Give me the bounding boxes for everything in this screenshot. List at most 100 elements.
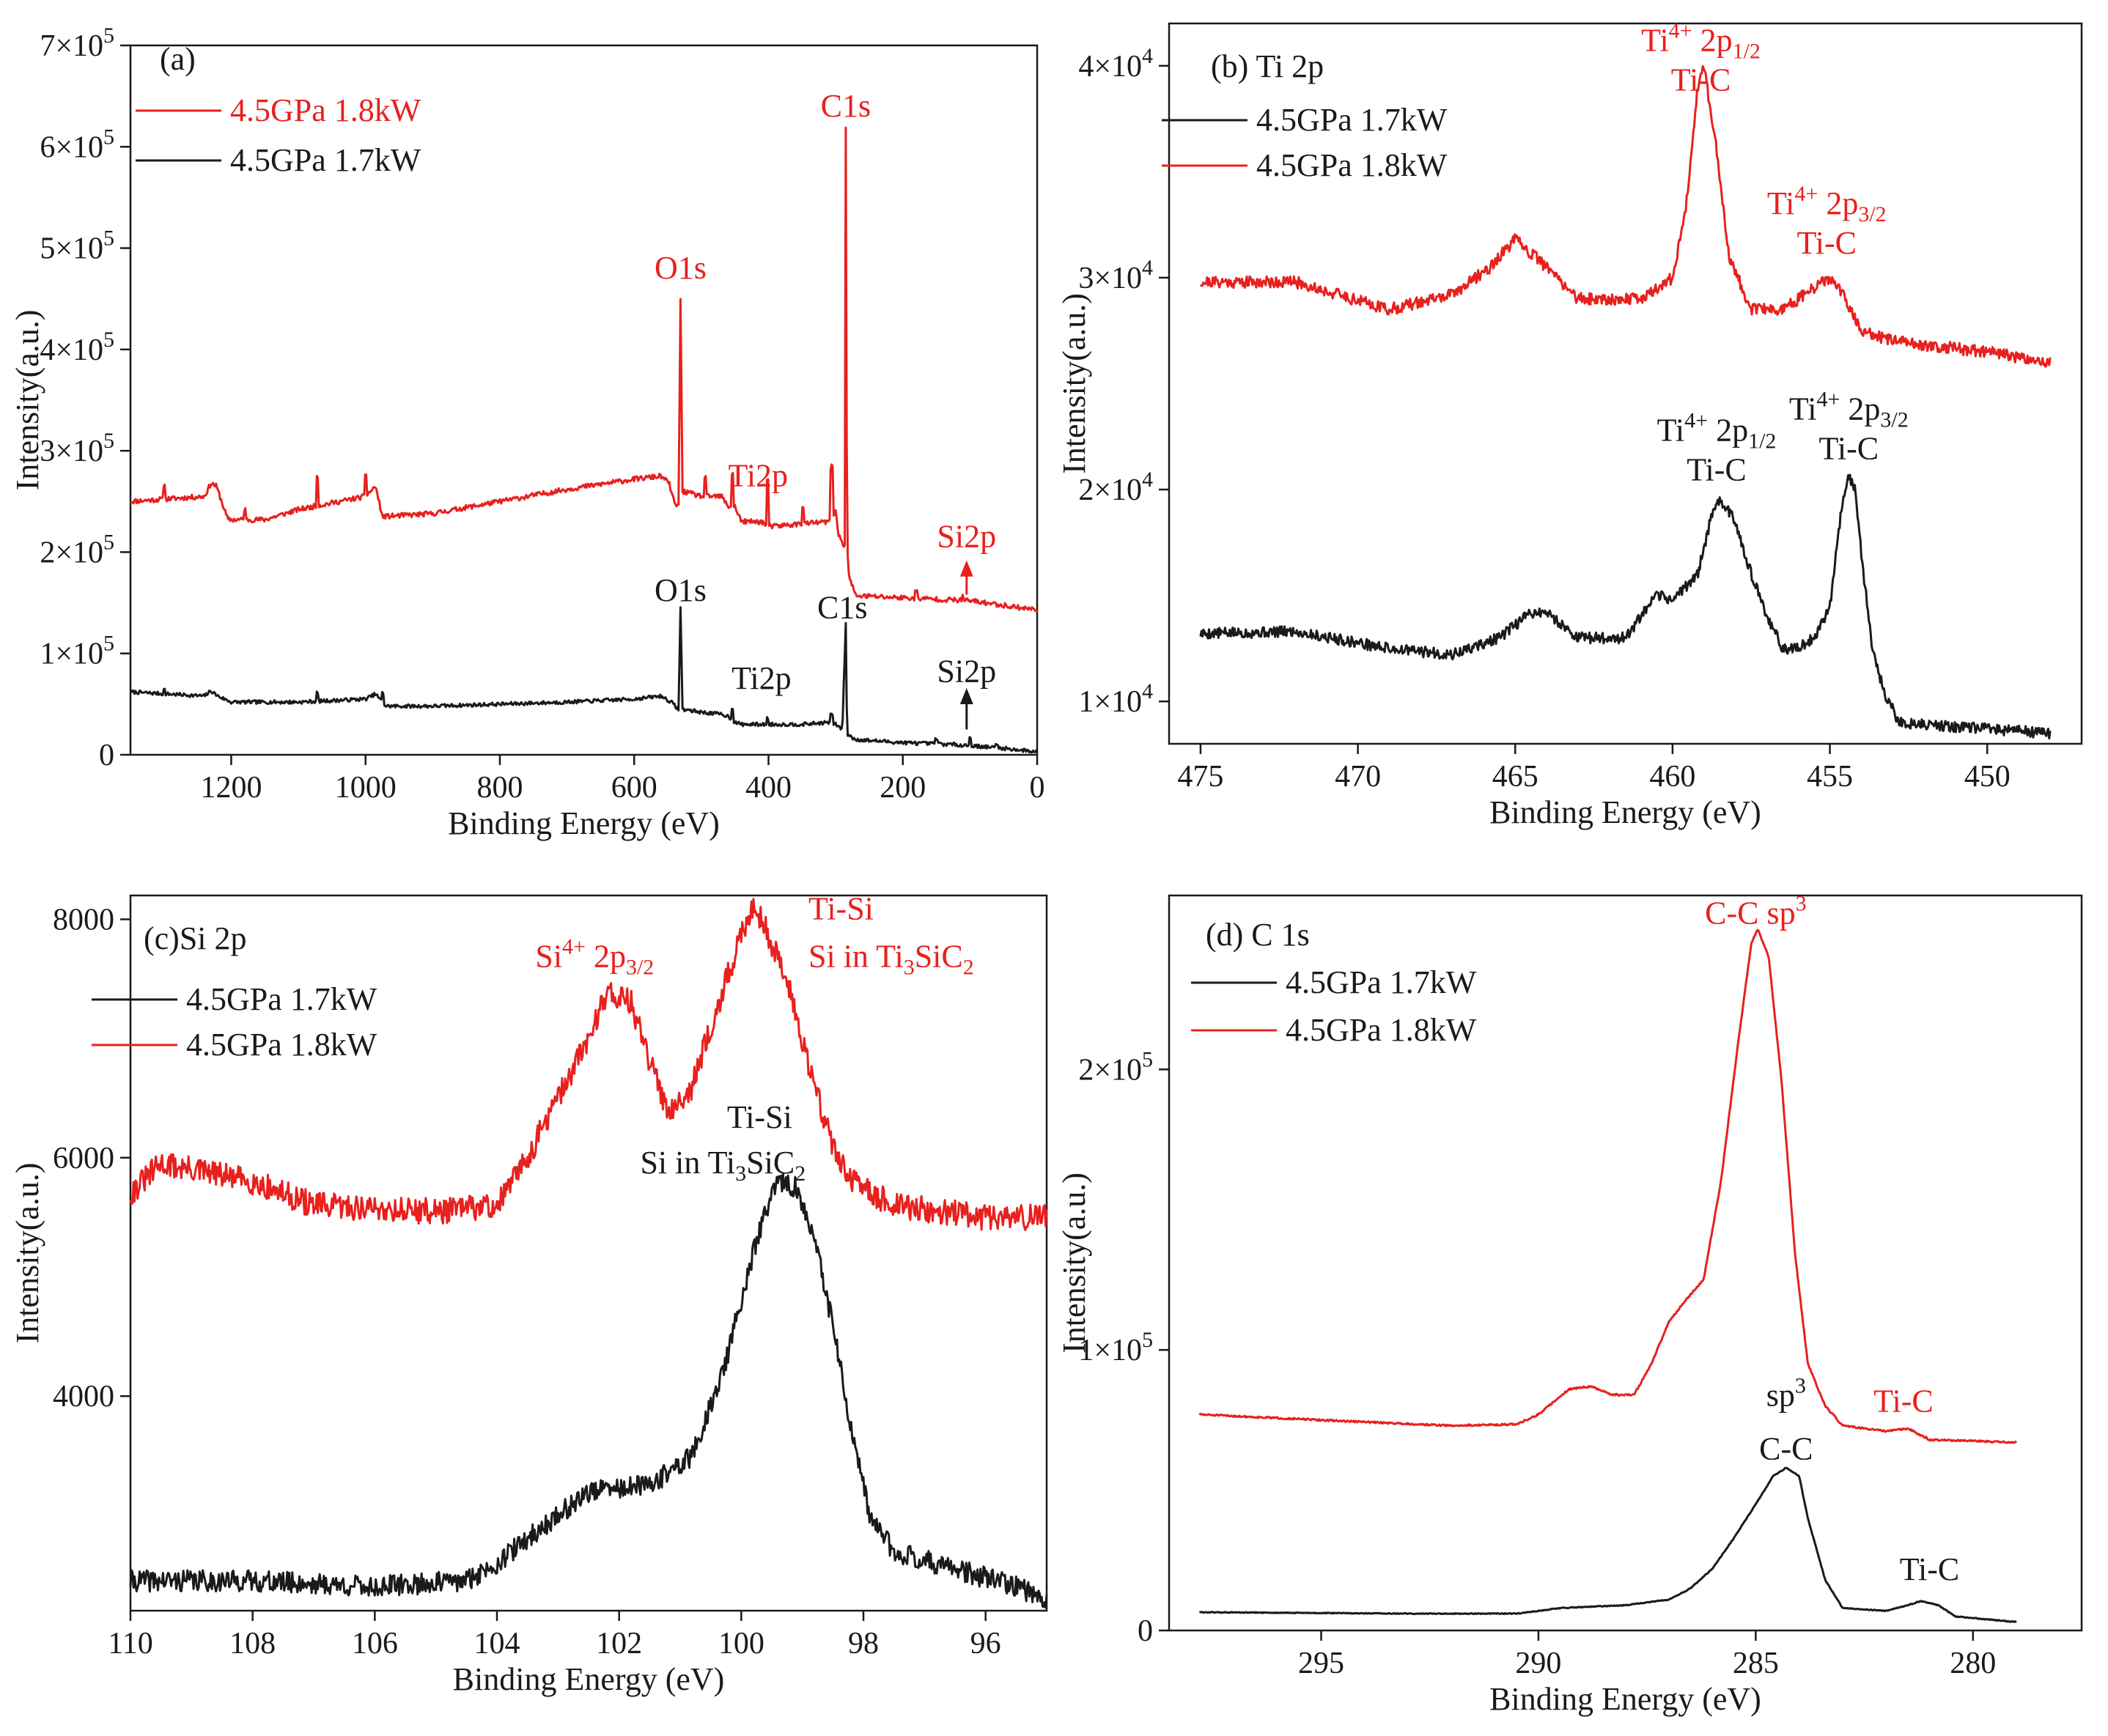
x-tick-label: 104 — [474, 1627, 520, 1661]
plot-frame — [1168, 22, 2083, 745]
peak-label: Ti2p — [731, 660, 792, 696]
y-tick-label: 0 — [1138, 1614, 1153, 1648]
x-tick-label: 295 — [1298, 1647, 1344, 1680]
y-axis-label: Intensity(a.u.) — [1056, 1172, 1092, 1353]
peak-label: Ti-Si — [808, 891, 874, 927]
y-tick-label: 2×105 — [40, 530, 114, 569]
plot-frame — [129, 44, 1039, 756]
peak-label: Ti2p — [729, 458, 789, 494]
y-tick-label: 2×104 — [1078, 468, 1153, 507]
peak-label: Ti4+ 2p3/2 — [1767, 182, 1887, 226]
x-tick-label: 290 — [1515, 1647, 1561, 1680]
x-tick-label: 106 — [352, 1627, 398, 1661]
y-tick-label: 7×105 — [40, 23, 114, 63]
y-tick-label: 1×105 — [1078, 1328, 1153, 1367]
legend-label: 4.5GPa 1.7kW — [1256, 102, 1448, 138]
peak-label: C1s — [817, 589, 867, 625]
x-tick-label: 465 — [1492, 760, 1538, 794]
x-tick-label: 450 — [1964, 760, 2011, 794]
panel-b: 475 470 465 460 455 450 1×104 2×104 3×104 4×104 Bi… — [1056, 19, 2083, 830]
x-tick-label: 475 — [1177, 760, 1223, 794]
legend-label: 4.5GPa 1.8kW — [1256, 147, 1448, 183]
legend-label: 4.5GPa 1.8kW — [1286, 1012, 1477, 1048]
y-tick-label: 4×105 — [40, 328, 114, 367]
legend-label: 4.5GPa 1.7kW — [1286, 964, 1477, 1000]
x-tick-label: 600 — [611, 771, 657, 805]
x-tick-label: 280 — [1950, 1647, 1996, 1680]
peak-label: Ti-Si — [727, 1099, 792, 1135]
y-tick-label: 1×104 — [1078, 679, 1153, 719]
series-line — [129, 898, 1048, 1231]
panel-label: (c)Si 2p — [144, 920, 247, 956]
panel-label: (b) Ti 2p — [1211, 48, 1324, 84]
series-line — [1199, 64, 2052, 368]
x-tick-label: 800 — [476, 771, 523, 805]
peak-label: Ti4+ 2p1/2 — [1641, 19, 1761, 64]
y-tick-label: 6000 — [53, 1142, 114, 1175]
series-line — [1198, 928, 2018, 1444]
panel-a: 1200 1000 800 600 400 200 0 0 1×105 2×105 3×105 4×1… — [10, 23, 1045, 841]
x-tick-label: 400 — [745, 771, 792, 805]
x-axis-label: Binding Energy (eV) — [453, 1661, 725, 1697]
x-axis-label: Binding Energy (eV) — [1489, 794, 1761, 830]
panel-label: (d) C 1s — [1206, 917, 1310, 953]
legend-label: 4.5GPa 1.7kW — [230, 142, 421, 178]
arrow-head — [959, 688, 973, 705]
y-tick-label: 5×105 — [40, 226, 114, 266]
series-line — [1198, 1466, 2017, 1623]
plot-frame — [1168, 894, 2083, 1632]
peak-label: Si in Ti3SiC2 — [808, 939, 974, 980]
legend-label: 4.5GPa 1.8kW — [186, 1027, 377, 1063]
peak-label: Ti-C — [1796, 225, 1857, 261]
y-tick-label: 8000 — [53, 904, 114, 937]
y-tick-label: 0 — [99, 739, 114, 772]
peak-label: Ti-C — [1671, 62, 1731, 98]
peak-label: Ti-C — [1900, 1551, 1960, 1587]
peak-label: O1s — [655, 250, 707, 286]
y-axis-label: Intensity(a.u.) — [1056, 293, 1092, 474]
legend-label: 4.5GPa 1.8kW — [230, 92, 421, 128]
y-tick-label: 1×105 — [40, 632, 114, 671]
series-line — [130, 126, 1039, 613]
peak-label: Si4+ 2p3/2 — [535, 935, 654, 980]
x-tick-label: 110 — [108, 1627, 152, 1661]
x-tick-label: 455 — [1807, 760, 1853, 794]
x-axis-label: Binding Energy (eV) — [1489, 1681, 1761, 1717]
y-tick-label: 2×105 — [1078, 1047, 1153, 1087]
peak-label: Si in Ti3SiC2 — [640, 1145, 806, 1186]
x-tick-label: 470 — [1335, 760, 1381, 794]
x-tick-label: 1000 — [335, 771, 397, 805]
x-tick-label: 0 — [1030, 771, 1045, 805]
arrow-head — [959, 560, 973, 577]
series-line — [129, 606, 1039, 754]
y-tick-label: 3×105 — [40, 429, 114, 468]
x-tick-label: 98 — [848, 1627, 879, 1661]
peak-label: Si2p — [937, 519, 996, 555]
x-tick-label: 96 — [970, 1627, 1001, 1661]
x-tick-label: 200 — [880, 771, 926, 805]
x-tick-label: 102 — [596, 1627, 642, 1661]
y-tick-label: 6×105 — [40, 125, 114, 164]
peak-label: O1s — [655, 572, 707, 608]
peak-label: C-C sp3 — [1705, 891, 1806, 931]
peak-label: sp3 — [1766, 1374, 1806, 1414]
x-tick-label: 460 — [1649, 760, 1695, 794]
x-tick-label: 285 — [1733, 1647, 1779, 1680]
y-tick-label: 4×104 — [1078, 44, 1153, 84]
peak-label: Ti-C — [1687, 452, 1747, 488]
x-tick-label: 100 — [718, 1627, 764, 1661]
y-tick-label: 4000 — [53, 1380, 114, 1414]
peak-label: C-C — [1759, 1430, 1813, 1466]
plot-frame — [129, 894, 1048, 1612]
peak-label: Ti4+ 2p3/2 — [1789, 388, 1909, 432]
y-axis-label: Intensity(a.u.) — [10, 1163, 45, 1344]
panel-label: (a) — [160, 41, 196, 77]
peak-label: Ti-C — [1873, 1383, 1934, 1419]
peak-label: Ti4+ 2p1/2 — [1657, 409, 1777, 454]
x-tick-label: 108 — [229, 1627, 276, 1661]
x-axis-label: Binding Energy (eV) — [448, 805, 720, 841]
x-tick-label: 1200 — [200, 771, 262, 805]
panel-c: 110 108 106 104 102 100 98 96 4000 6000 8000 Bindin… — [10, 891, 1048, 1697]
legend-label: 4.5GPa 1.7kW — [186, 981, 377, 1017]
